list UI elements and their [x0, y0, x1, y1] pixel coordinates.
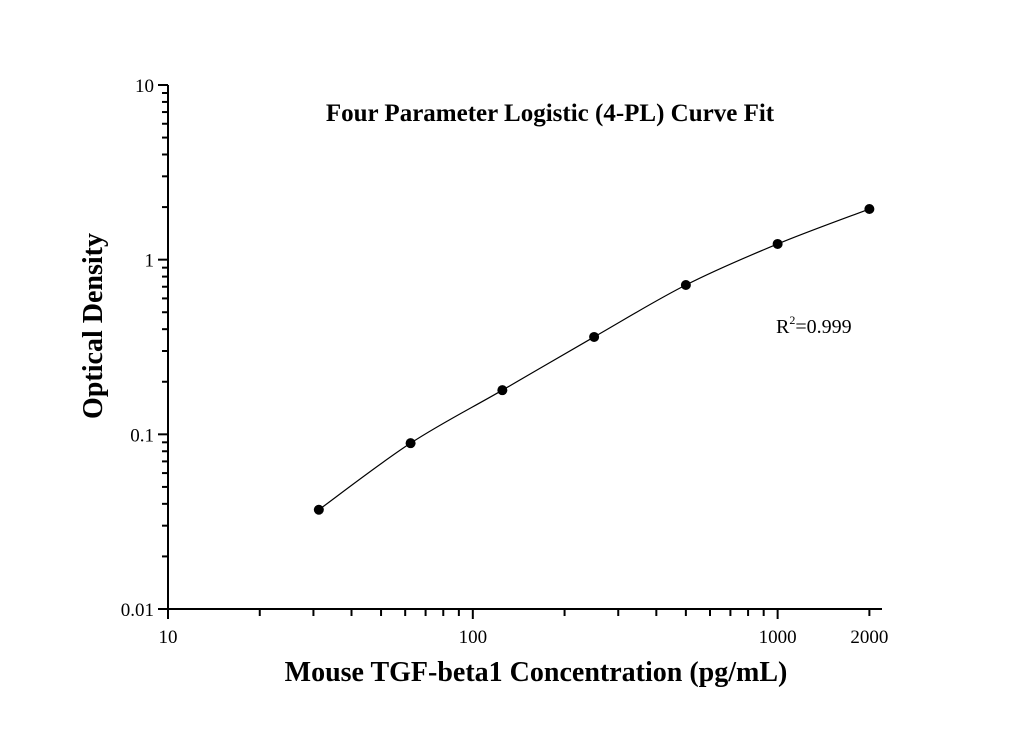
x-tick-label: 100 — [459, 627, 488, 648]
data-point — [313, 504, 324, 515]
marks — [313, 204, 875, 515]
y-tick-label: 1 — [145, 251, 155, 272]
data-point — [772, 238, 783, 249]
y-tick-label: 0.01 — [121, 600, 154, 621]
r-squared-sup: 2 — [789, 313, 795, 327]
x-tick-label: 10 — [159, 627, 178, 648]
y-tick-label: 0.1 — [130, 425, 154, 446]
axes: 10 100 1000 2000 0.01 0.1 1 10 — [121, 76, 889, 648]
data-point — [680, 280, 691, 291]
r-squared-value: =0.999 — [795, 316, 851, 338]
x-tick-label: 1000 — [759, 627, 797, 648]
r-squared-base: R — [776, 316, 790, 338]
fit-curve — [318, 208, 870, 511]
r-squared-annotation: R2=0.999 — [776, 313, 852, 338]
data-point — [405, 438, 416, 449]
y-axis-title: Optical Density — [78, 233, 109, 419]
data-point — [497, 385, 508, 396]
x-axis-title: Mouse TGF-beta1 Concentration (pg/mL) — [285, 657, 788, 688]
data-point — [589, 331, 600, 342]
x-tick-label: 2000 — [850, 627, 888, 648]
chart-title: Four Parameter Logistic (4-PL) Curve Fit — [326, 100, 775, 127]
data-point — [864, 204, 875, 215]
y-tick-label: 10 — [135, 76, 154, 97]
